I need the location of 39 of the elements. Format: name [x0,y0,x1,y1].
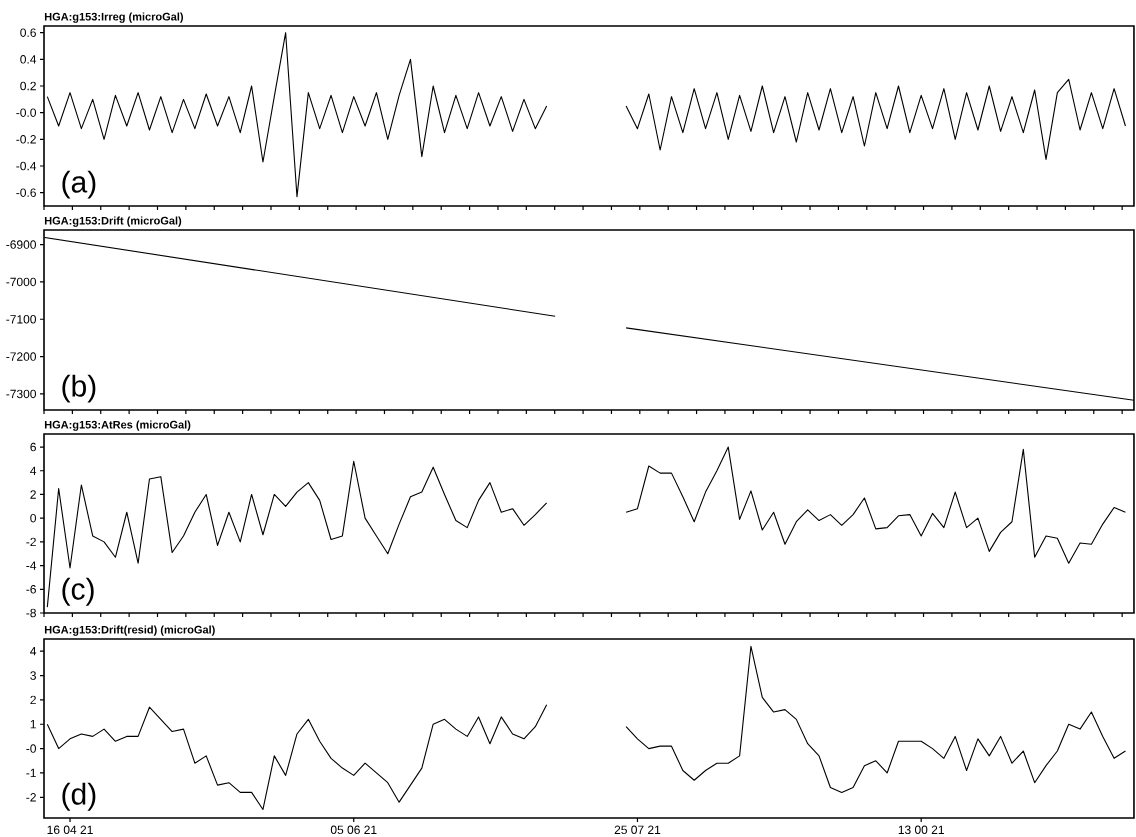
y-tick-label: -2 [26,537,36,546]
y-tick-label: -0.6 [16,188,36,197]
y-tick-label: 3 [30,671,36,680]
x-tick-label: 25 07 21 [614,825,661,834]
y-tick-label: 1 [30,719,36,729]
x-tick-label: 13 00 21 [898,825,944,834]
x-tick-label: 16 04 21 [47,825,93,834]
y-tick-label: -0.0 [16,108,37,117]
y-tick-label: -2 [26,792,36,802]
x-tick-label: 05 06 21 [330,825,377,834]
y-tick-label: 0.4 [20,54,37,64]
annotation: (a) [62,170,96,199]
chart-title: HGA:g153:Irreg (microGal) [44,12,184,23]
y-tick-label: 4 [30,646,37,656]
y-tick-label: 2 [30,695,36,704]
y-tick-label: -0.4 [16,161,37,171]
y-tick-label: -1 [26,768,36,777]
y-tick-label: -7100 [6,314,37,324]
chart-title: HGA:g153:AtRes (microGal) [44,420,191,431]
y-tick-label: 0.2 [20,81,36,91]
annotation: (d) [62,782,96,811]
y-tick-label: -4 [26,561,37,570]
y-tick-label: 0.6 [20,28,36,37]
y-tick-label: -0.2 [16,134,36,144]
y-tick-label: -0 [26,744,37,753]
y-tick-label: 4 [30,466,37,475]
annotation: (c) [62,577,94,606]
y-tick-label: 6 [30,442,36,452]
y-tick-label: -8 [26,608,36,618]
y-tick-label: 0 [30,513,37,523]
chart-title: HGA:g153:Drift (microGal) [44,216,182,227]
y-tick-label: -6 [26,584,36,594]
y-tick-label: -7300 [6,389,37,399]
chart-title: HGA:g153:Drift(resid) (microGal) [44,625,215,636]
annotation: (b) [62,374,96,403]
y-tick-label: -7200 [6,352,37,361]
y-tick-label: 2 [30,490,36,499]
y-tick-label: -7000 [6,277,37,286]
y-tick-label: -6900 [6,240,37,249]
